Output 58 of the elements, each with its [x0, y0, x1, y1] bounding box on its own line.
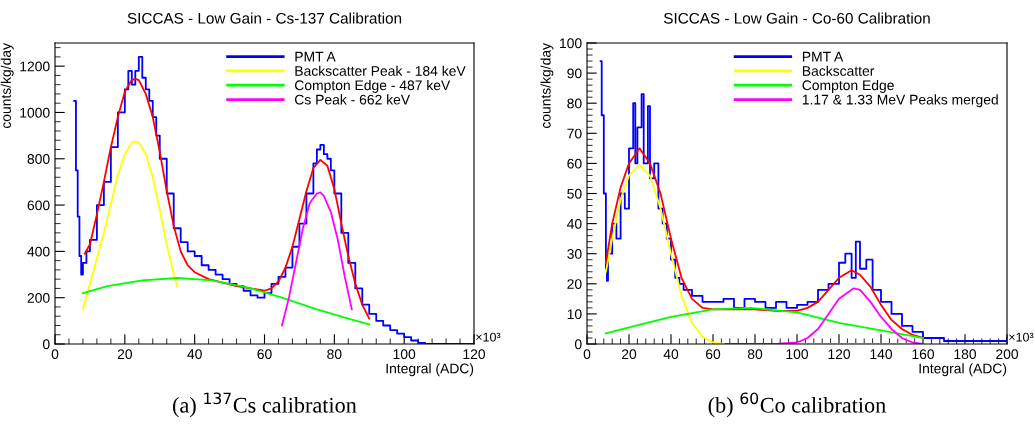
x-tick-label: 40: [187, 349, 202, 360]
y-tick-label: 800: [27, 154, 50, 164]
y-tick-label: 600: [27, 200, 50, 211]
text: (a) $^{137}$Cs calibration: [173, 392, 357, 418]
legend-label: PMT A: [295, 51, 336, 62]
x-tick-label: 100: [786, 349, 809, 360]
y-tick-label: 80: [567, 98, 582, 109]
x-tick-label: 20: [621, 349, 637, 360]
x-tick-label: 0: [51, 349, 59, 360]
x-tick-label: 180: [954, 349, 977, 360]
text: (b) $^{60}$Co calibration: [708, 392, 886, 418]
x-tick-label: 200: [996, 349, 1019, 360]
y-tick-label: 0: [42, 339, 50, 350]
y-tick-label: 0: [574, 339, 582, 350]
legend-label: Cs Peak - 662 keV: [295, 94, 411, 105]
y-tick-label: 90: [567, 68, 582, 79]
x-axis-title: Integral (ADC): [919, 363, 1007, 377]
y-tick-label: 100: [560, 38, 582, 49]
x-tick-label: 0: [583, 349, 591, 360]
x-tick-label: 120: [463, 349, 486, 360]
line-series: [604, 306, 924, 339]
legend-label: Backscatter: [802, 65, 875, 76]
text: ×10³: [1009, 332, 1034, 342]
y-tick-label: 1000: [20, 107, 50, 118]
y-axis-title: counts/kg/day: [0, 43, 14, 129]
y-tick-label: 30: [567, 249, 582, 259]
text: ×10³: [476, 332, 501, 342]
chart-title: SICCAS - Low Gain - Co-60 Calibration: [663, 12, 930, 24]
y-tick-label: 200: [27, 293, 50, 303]
x-tick-label: 120: [828, 349, 851, 360]
y-tick-label: 20: [567, 279, 582, 289]
x-tick-label: 20: [117, 349, 133, 360]
chart-title: SICCAS - Low Gain - Cs-137 Calibration: [127, 12, 402, 24]
legend-label: Compton Edge: [802, 80, 894, 93]
x-tick-label: 100: [393, 349, 416, 360]
x-tick-label: 60: [705, 349, 721, 360]
x-tick-label: 80: [747, 349, 763, 360]
y-axis-title: counts/kg/day: [540, 43, 554, 129]
x-tick-label: 80: [327, 349, 342, 360]
x-tick-label: 60: [257, 349, 272, 360]
legend-label: PMT A: [802, 51, 844, 62]
x-tick-label: 40: [663, 349, 679, 360]
legend-label: Backscatter Peak - 184 keV: [295, 65, 466, 76]
x-tick-label: 140: [870, 349, 893, 360]
y-tick-label: 40: [567, 218, 582, 229]
x-tick-label: 160: [912, 349, 935, 360]
y-tick-label: 10: [567, 309, 582, 320]
line-series: [82, 277, 371, 326]
y-tick-label: 70: [567, 128, 582, 139]
line-series: [281, 191, 353, 327]
y-tick-label: 1200: [20, 61, 50, 72]
line-series: [82, 140, 179, 311]
y-tick-label: 50: [567, 188, 582, 199]
x-axis-title: Integral (ADC): [386, 363, 474, 377]
y-tick-label: 60: [567, 158, 582, 169]
y-tick-label: 400: [27, 246, 50, 257]
legend-label: 1.17 & 1.33 MeV Peaks merged: [802, 94, 998, 108]
legend-label: Compton Edge - 487 keV: [295, 80, 451, 93]
